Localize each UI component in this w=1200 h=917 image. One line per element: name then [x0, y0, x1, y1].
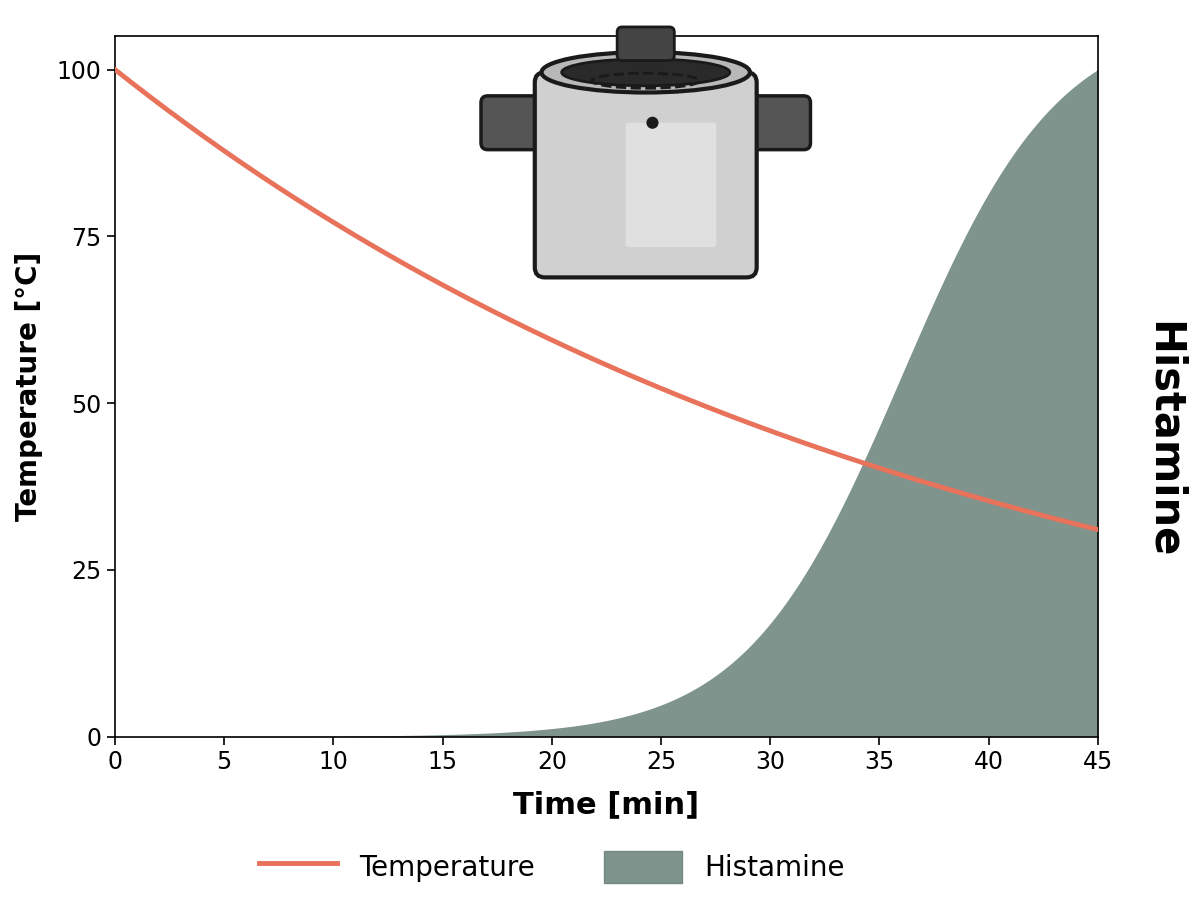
Legend: Temperature, Histamine: Temperature, Histamine: [248, 840, 856, 894]
Text: Histamine: Histamine: [1142, 322, 1186, 558]
X-axis label: Time [min]: Time [min]: [514, 790, 700, 820]
Y-axis label: Temperature [°C]: Temperature [°C]: [14, 252, 43, 521]
